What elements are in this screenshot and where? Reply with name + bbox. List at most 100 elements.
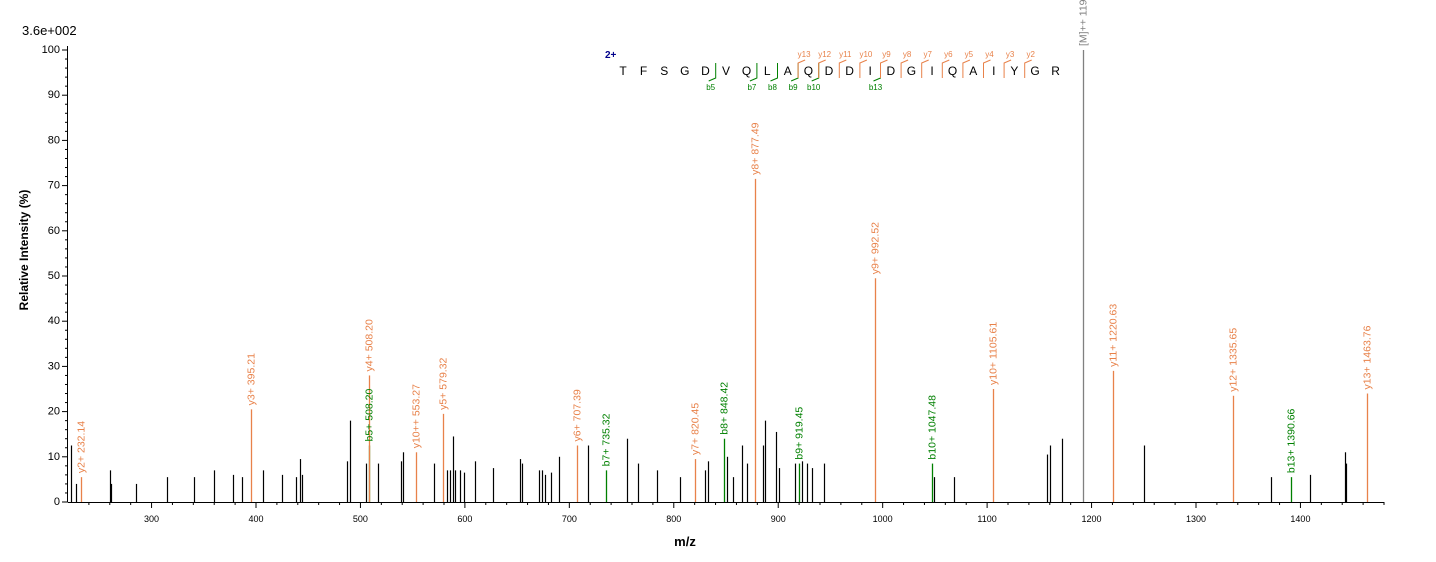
y-fragment-marker [838,59,847,78]
y-ions-peak-label: y8+ 877.49 [750,122,762,174]
y-ions-peak-label: y10+ 1105.61 [988,322,1000,385]
y-tick-label: 80 [48,134,60,146]
b-fragment-label: b13 [869,83,883,92]
sequence-residue: A [784,64,792,78]
x-tick-label: 900 [771,514,786,524]
sequence-residue: A [969,64,977,78]
y-fragment-marker [859,59,868,78]
y-tick-label: 100 [42,44,60,56]
y-fragment-marker [797,59,806,78]
x-tick-label: 600 [457,514,472,524]
y-ions-peak-label: y11+ 1220.63 [1108,304,1120,367]
y-tick-label: 90 [48,89,60,101]
y-fragment-marker [900,59,909,78]
y-fragment-label: y8 [903,50,912,59]
y-ions-peak-label: y13+ 1463.76 [1362,325,1374,389]
y-fragment-label: y6 [944,50,953,59]
y-tick-label: 10 [48,451,60,463]
x-tick-label: 700 [562,514,577,524]
b-fragment-marker [708,63,717,82]
axes: 300 400 500 600 700 800 900 1000 1100 1200 1300 140… [42,44,1385,524]
b-fragment-marker [749,63,758,82]
sequence-residue: R [1051,64,1060,78]
charge-state: 2+ [605,50,617,61]
y-tick-label: 60 [48,225,60,237]
sequence-residue: F [640,64,647,78]
x-tick-label: 400 [248,514,263,524]
y-ions-peak-label: y9+ 992.52 [870,222,882,274]
y-fragment-marker [921,59,929,78]
y-ions-peak-label: y5+ 579.32 [438,357,450,409]
b-ions-peak-label: b5+ 508.20 [364,388,376,441]
b-fragment-marker [873,63,881,82]
sequence-residue: D [886,64,895,78]
x-tick-label: 1100 [977,514,996,524]
x-tick-label: 1400 [1290,514,1310,524]
y-fragment-label: y12 [818,50,831,59]
sequence-residue: S [660,64,668,78]
sequence-residue: T [619,64,627,78]
y-fragment-label: y7 [923,50,932,59]
sequence-residue: Q [948,64,957,78]
x-tick-label: 500 [353,514,368,524]
y-ions-peak-label: y2+ 232.14 [76,421,88,473]
sequence-residue: Q [804,64,813,78]
y-fragment-marker [1003,59,1012,78]
y-ions-peak-label: y6+ 707.39 [572,389,584,441]
sequence-residue: I [869,64,872,78]
y-tick-label: 70 [48,180,60,192]
x-tick-label: 1300 [1186,514,1206,524]
peak-labels-layer: [M]++ 1191.65 b5+ 508.20 b7+ 735.32 b8+ 848… [76,0,1374,473]
y-fragment-label: y11 [839,50,852,59]
y-fragment-label: y4 [985,50,994,59]
sequence-residue: D [825,64,834,78]
b-fragment-marker [770,63,778,82]
y-fragment-label: y9 [882,50,891,59]
y-tick-label: 50 [48,270,60,282]
y-fragment-marker [1024,59,1032,78]
b-ions-peak-label: b7+ 735.32 [601,413,613,466]
y-fragment-label: y3 [1006,50,1015,59]
y-ions-peak-label: y7+ 820.45 [690,403,702,455]
b-ions-peak-label: b13+ 1390.66 [1286,408,1298,473]
sequence-residue: I [930,64,933,78]
y-tick-label: 30 [48,360,60,372]
sequence-residue: D [701,64,710,78]
b-ions-peak-label: b10+ 1047.48 [927,395,939,460]
x-tick-label: 300 [144,514,159,524]
y-ions-peak-label: y10++ 553.27 [411,384,423,448]
b-fragment-label: b9 [789,83,798,92]
y-fragment-label: y13 [798,50,811,59]
y-fragment-marker [983,59,991,78]
y-fragment-label: y5 [965,50,974,59]
intensity-scale-label: 3.6e+002 [22,23,77,38]
sequence-residue: G [907,64,916,78]
sequence-residue: D [845,64,854,78]
y-fragment-marker [880,59,888,78]
y-fragment-label: y10 [859,50,872,59]
y-fragment-marker [962,59,971,78]
b-fragment-label: b5 [706,83,715,92]
b-ions-peak-label: b9+ 919.45 [794,407,806,460]
y-axis-title: Relative Intensity (%) [17,190,31,311]
y-tick-label: 40 [48,315,60,327]
y-tick-label: 0 [54,496,60,508]
x-tick-label: 1000 [873,514,893,524]
b-fragment-label: b8 [768,83,777,92]
b-fragment-marker [790,63,799,82]
y-ions-peak-label: y3+ 395.21 [246,353,258,405]
x-tick-label: 800 [666,514,681,524]
sequence-residue: G [680,64,689,78]
b-fragment-label: b7 [747,83,756,92]
sequence-residue: G [1030,64,1039,78]
peptide-sequence: 2+ T F S G D V Q L A Q D D I D G I Q A I Y G Rb5 b7 b8 b9 b10 b13y… [605,50,1060,92]
sequence-residue: Y [1010,64,1018,78]
y-ions-peak-label: y4+ 508.20 [364,319,376,371]
b-fragment-label: b10 [807,83,821,92]
y-fragment-marker [818,59,826,78]
b-ions-peak-label: b8+ 848.42 [719,382,731,435]
x-axis-title: m/z [674,534,696,549]
x-tick-label: 1200 [1082,514,1102,524]
sequence-residue: Q [742,64,751,78]
